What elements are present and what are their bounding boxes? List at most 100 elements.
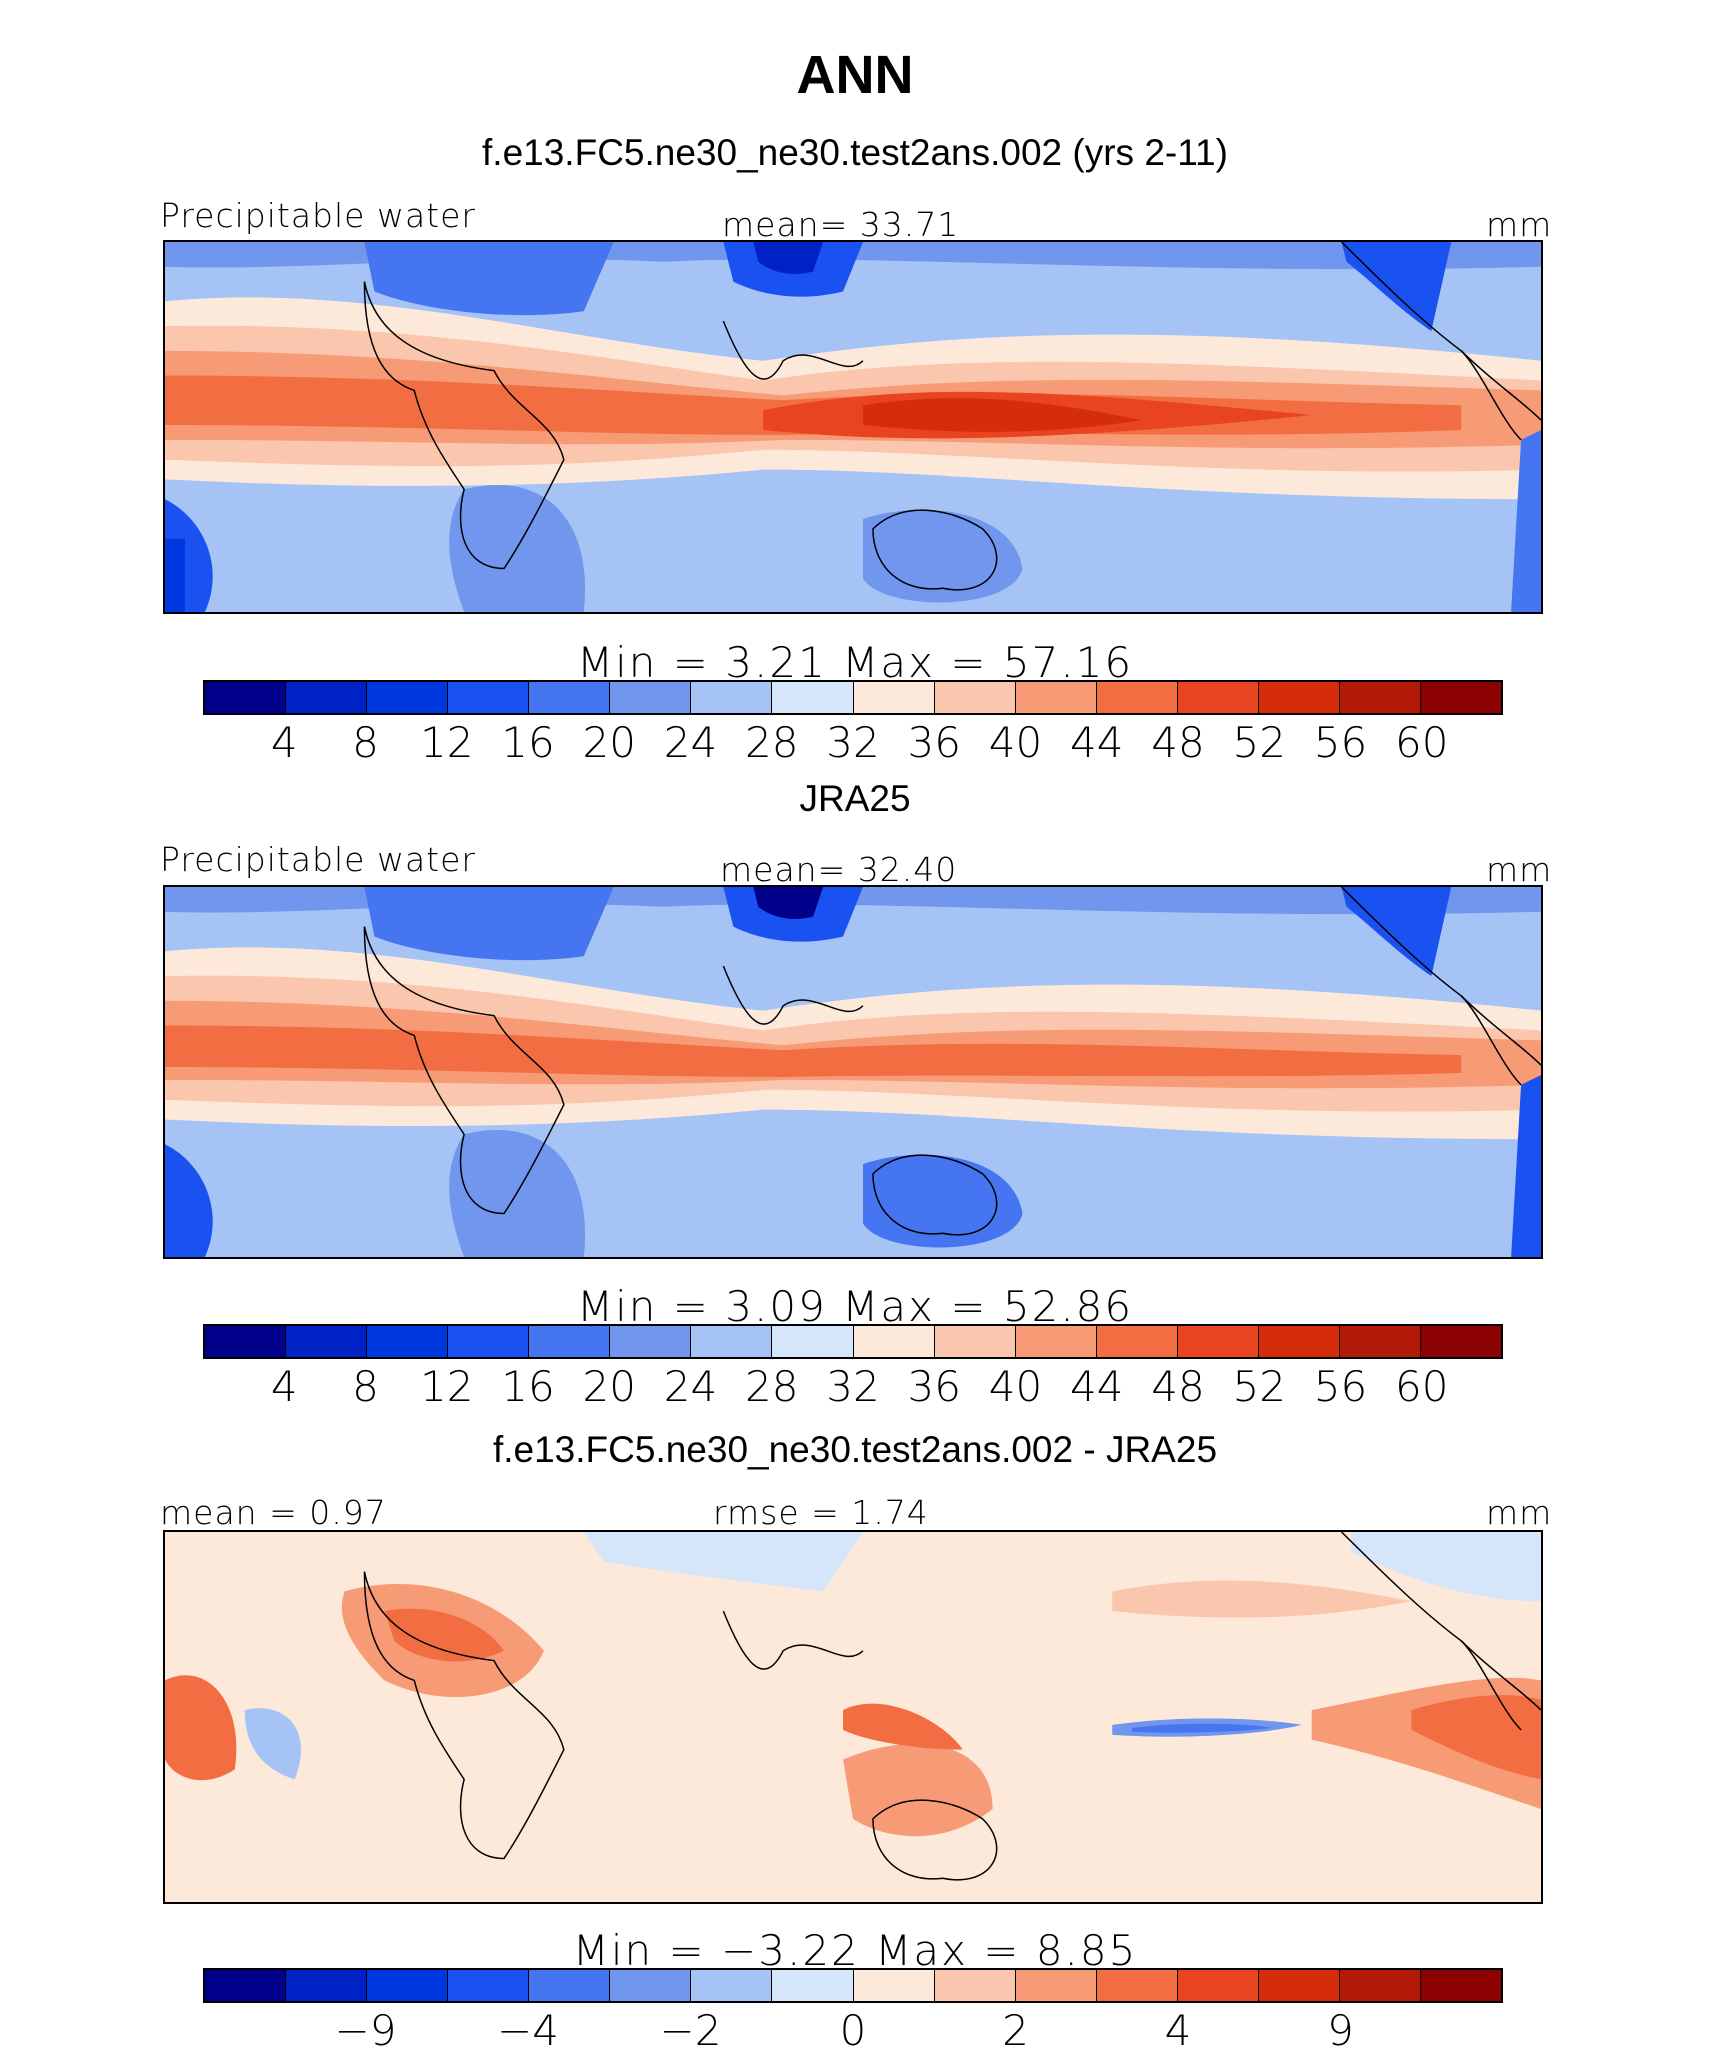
panel-3-title: f.e13.FC5.ne30_ne30.test2ans.002 - JRA25 [492,1429,1218,1470]
colorbar-tick-label: 2 [1002,2006,1029,2055]
colorbar-swatch [1258,1326,1340,1357]
colorbar-tick-label: 24 [663,1362,718,1411]
colorbar-tick-label: 44 [1070,718,1124,767]
colorbar-swatch [1420,1326,1501,1357]
colorbar-swatch [934,682,1016,713]
colorbar-tick-label: 28 [745,1362,799,1411]
panel-1-title: f.e13.FC5.ne30_ne30.test2ans.002 (yrs 2-… [482,132,1228,173]
colorbar-swatch [205,1970,287,2001]
colorbar-tick-label: 0 [839,2006,867,2055]
colorbar-swatch [1177,1970,1259,2001]
panel-3-colorbar [203,1968,1503,2003]
colorbar-swatch [1096,682,1178,713]
colorbar-tick-label: 40 [988,718,1043,767]
colorbar-swatch [205,682,287,713]
colorbar-swatch [1339,682,1421,713]
colorbar-tick-label: 20 [582,718,636,767]
colorbar-tick-label: 60 [1395,718,1449,767]
colorbar-tick-label: 4 [1164,2006,1192,2055]
panel-2-map [163,885,1543,1259]
colorbar-swatch [1177,1326,1259,1357]
panel-2-stats: Min = 3.09 Max = 52.86 [576,1282,1134,1331]
colorbar-swatch [772,1970,854,2001]
colorbar-swatch [367,1970,449,2001]
colorbar-swatch [610,1970,692,2001]
colorbar-tick-label: 20 [582,1362,636,1411]
colorbar-tick-label: 40 [988,1362,1043,1411]
colorbar-swatch [529,1970,611,2001]
colorbar-tick-label: 48 [1151,1362,1205,1411]
colorbar-swatch [1420,682,1501,713]
colorbar-swatch [1258,1970,1340,2001]
colorbar-tick-label: 56 [1313,718,1368,767]
panel-3-map [163,1530,1543,1904]
colorbar-swatch [772,1326,854,1357]
colorbar-tick-label: 12 [420,1362,474,1411]
colorbar-tick-label: 4 [270,718,298,767]
colorbar-tick-label: 52 [1232,1362,1286,1411]
colorbar-tick-label: 32 [826,718,880,767]
colorbar-swatch [1015,1970,1097,2001]
panel-2-colorbar [203,1324,1503,1359]
colorbar-swatch [367,1326,449,1357]
colorbar-tick-label: 36 [907,1362,961,1411]
colorbar-tick-label: 60 [1395,1362,1449,1411]
panel-1-colorbar-ticks: 4 8 12 16 20 24 28 32 36 40 44 48 52 56 60 [203,718,1503,768]
panel-1-mean-label: mean= 33.71 [722,205,960,244]
panel-2-mean-label: mean= 32.40 [720,850,958,889]
colorbar-tick-label: 8 [352,1362,379,1411]
colorbar-tick-label: 24 [663,718,718,767]
colorbar-swatch [853,1326,935,1357]
colorbar-tick-label: 12 [420,718,474,767]
main-title: ANN [796,45,914,105]
colorbar-swatch [1177,682,1259,713]
colorbar-tick-label: 16 [501,718,555,767]
colorbar-swatch [367,682,449,713]
colorbar-tick-label: 52 [1232,718,1286,767]
panel-3-rmse-label: rmse = 1.74 [713,1493,929,1532]
colorbar-tick-label: 56 [1313,1362,1368,1411]
colorbar-swatch [286,1326,368,1357]
colorbar-swatch [529,1326,611,1357]
colorbar-swatch [1339,1970,1421,2001]
colorbar-swatch [691,1970,773,2001]
colorbar-tick-label: −9 [334,2006,397,2055]
panel-2-colorbar-ticks: 4 8 12 16 20 24 28 32 36 40 44 48 52 56 60 [203,1362,1503,1412]
panel-1-units: mm [1486,205,1553,244]
colorbar-swatch [1096,1326,1178,1357]
colorbar-tick-label: 28 [745,718,799,767]
panel-1-stats: Min = 3.21 Max = 57.16 [576,638,1134,687]
panel-1-variable-label: Precipitable water [160,196,476,235]
colorbar-tick-label: 36 [907,718,961,767]
panel-1-map [163,240,1543,614]
colorbar-swatch [1420,1970,1501,2001]
colorbar-swatch [448,682,530,713]
colorbar-tick-label: −4 [497,2006,559,2055]
colorbar-swatch [853,682,935,713]
colorbar-swatch [610,1326,692,1357]
colorbar-tick-label: 16 [501,1362,555,1411]
colorbar-swatch [853,1970,935,2001]
panel-3-units: mm [1486,1493,1553,1532]
panel-2-units: mm [1486,850,1553,889]
colorbar-swatch [691,682,773,713]
colorbar-tick-label: 4 [270,1362,298,1411]
colorbar-tick-label: 44 [1070,1362,1124,1411]
colorbar-tick-label: 48 [1151,718,1205,767]
colorbar-swatch [1258,682,1340,713]
colorbar-swatch [448,1326,530,1357]
colorbar-swatch [610,682,692,713]
colorbar-swatch [286,1970,368,2001]
colorbar-tick-label: −2 [659,2006,722,2055]
panel-2-title: JRA25 [799,778,911,819]
colorbar-swatch [1339,1326,1421,1357]
panel-3-colorbar-ticks: −9 −4 −2 0 2 4 9 [203,2006,1503,2056]
colorbar-tick-label: 9 [1327,2006,1354,2055]
colorbar-tick-label: 32 [826,1362,880,1411]
colorbar-swatch [205,1326,287,1357]
colorbar-swatch [1015,1326,1097,1357]
panel-3-mean-label: mean = 0.97 [160,1493,387,1532]
colorbar-swatch [772,682,854,713]
colorbar-swatch [286,682,368,713]
colorbar-swatch [691,1326,773,1357]
